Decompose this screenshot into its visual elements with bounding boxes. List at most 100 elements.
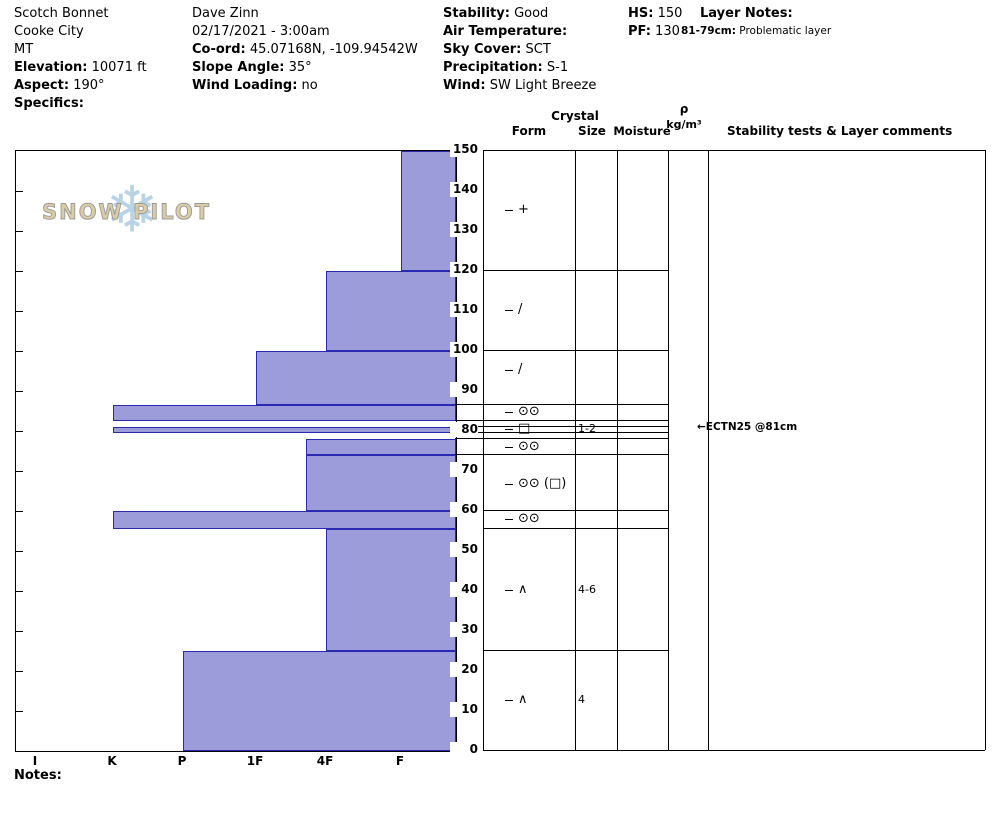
crystal-row-tick <box>505 447 513 448</box>
specifics-label: Specifics: <box>14 96 84 111</box>
snow-layer-bar <box>401 151 456 271</box>
depth-tick <box>16 671 23 672</box>
stability-test-annotation: ←ECTN25 @81cm <box>697 421 798 433</box>
depth-tick <box>16 511 23 512</box>
hardness-profile-chart <box>15 150 457 752</box>
crystal-form-symbol: ⊙⊙ <box>518 404 540 419</box>
column-divider-line <box>708 150 709 750</box>
crystal-form-symbol: / <box>518 302 523 317</box>
precip-line: Precipitation: S-1 <box>443 59 596 77</box>
sky-cover-label: Sky Cover: <box>443 42 522 57</box>
pf-label: PF: <box>628 24 651 39</box>
notes-label: Notes: <box>14 768 62 783</box>
snow-layer-bar <box>113 427 456 433</box>
crystal-row-tick <box>505 484 513 485</box>
depth-tick <box>16 231 23 232</box>
elevation-label: Elevation: <box>14 60 88 75</box>
hs-label: HS: <box>628 6 654 21</box>
layer-boundary-line <box>483 426 668 427</box>
column-frame-line <box>483 150 985 151</box>
size-header: Size <box>578 124 606 138</box>
layer-boundary-line <box>483 510 668 511</box>
layer-boundary-line <box>483 650 668 651</box>
elevation-line: Elevation: 10071 ft <box>14 59 147 77</box>
depth-axis-label: 90 <box>450 382 478 397</box>
crystal-form-symbol: ⊙⊙ (□) <box>518 476 567 491</box>
crystal-row-tick <box>505 310 513 311</box>
sky-cover-line: Sky Cover: SCT <box>443 41 596 59</box>
observer-name: Dave Zinn <box>192 6 259 21</box>
column-divider-line <box>483 150 484 750</box>
layer-notes-title-text: Layer Notes: <box>700 6 793 21</box>
hs-line: HS: 150 <box>628 5 682 23</box>
layer-notes-entry: 81-79cm: Problematic layer <box>681 24 831 38</box>
site-state: MT <box>14 42 34 57</box>
depth-axis-label: 140 <box>450 182 478 197</box>
crystal-row-tick <box>505 519 513 520</box>
depth-axis-label: 20 <box>450 662 478 677</box>
depth-axis-label: 70 <box>450 462 478 477</box>
crystal-size-value: 1-2 <box>578 422 596 435</box>
depth-tick <box>16 351 23 352</box>
snow-layer-bar <box>113 511 456 529</box>
depth-tick <box>16 711 23 712</box>
depth-axis-label: 110 <box>450 302 478 317</box>
stability-line: Stability: Good <box>443 5 596 23</box>
crystal-size-value: 4 <box>578 693 585 706</box>
aspect-label: Aspect: <box>14 78 70 93</box>
layer-connector-line <box>455 438 483 439</box>
crystal-form-symbol: + <box>518 202 529 217</box>
observation-datetime: 02/17/2021 - 3:00am <box>192 24 330 39</box>
depth-axis-label: 150 <box>450 142 478 157</box>
column-divider-line <box>668 150 669 750</box>
crystal-size-value: 4-6 <box>578 583 596 596</box>
snow-layer-bar <box>306 455 456 511</box>
density-symbol-header: ρ <box>679 102 689 116</box>
specifics-line: Specifics: <box>14 95 147 113</box>
wind-line: Wind: SW Light Breeze <box>443 77 596 95</box>
depth-tick <box>16 631 23 632</box>
crystal-row-tick <box>505 590 513 591</box>
slope-angle-line: Slope Angle: 35° <box>192 59 418 77</box>
observer-info: Dave Zinn 02/17/2021 - 3:00am Co-ord: 45… <box>192 5 418 95</box>
snow-layer-bar <box>306 439 456 455</box>
depth-tick <box>16 311 23 312</box>
hardness-axis-label: K <box>107 754 117 768</box>
layer-boundary-line <box>483 438 668 439</box>
depth-axis-label: 0 <box>450 742 478 757</box>
crystal-form-symbol: □ <box>518 421 531 436</box>
crystal-row-tick <box>505 210 513 211</box>
layer-notes-entry-text: Problematic layer <box>739 25 832 37</box>
layer-connector-line <box>455 454 483 455</box>
depth-axis-label: 120 <box>450 262 478 277</box>
layer-notes-title-block: Layer Notes: <box>700 5 793 23</box>
pf-line: PF: 130 <box>628 23 682 41</box>
column-divider-line <box>985 150 986 750</box>
comments-header: Stability tests & Layer comments <box>727 124 953 138</box>
layer-boundary-line <box>483 454 668 455</box>
crystal-row-tick <box>505 412 513 413</box>
layer-connector-line <box>455 420 483 421</box>
wind-value: SW Light Breeze <box>489 78 597 93</box>
air-temp-label: Air Temperature: <box>443 24 568 39</box>
hardness-axis-label: I <box>32 754 38 768</box>
crystal-row-tick <box>505 700 513 701</box>
depth-tick <box>16 391 23 392</box>
depth-axis-label: 60 <box>450 502 478 517</box>
column-divider-line <box>575 150 576 750</box>
precip-value: S-1 <box>546 60 569 75</box>
crystal-row-tick <box>505 429 513 430</box>
column-frame-line <box>483 750 985 751</box>
snow-layer-bar <box>183 651 456 751</box>
sky-cover-value: SCT <box>525 42 551 57</box>
wind-loading-line: Wind Loading: no <box>192 77 418 95</box>
snow-layer-bar <box>326 271 456 351</box>
air-temp-line: Air Temperature: <box>443 23 596 41</box>
layer-boundary-line <box>483 432 668 433</box>
wind-loading-label: Wind Loading: <box>192 78 298 93</box>
depth-tick <box>16 271 23 272</box>
coord-value: 45.07168N, -109.94542W <box>249 42 418 57</box>
crystal-form-symbol: ⊙⊙ <box>518 511 540 526</box>
depth-axis-label: 80 <box>450 422 478 437</box>
